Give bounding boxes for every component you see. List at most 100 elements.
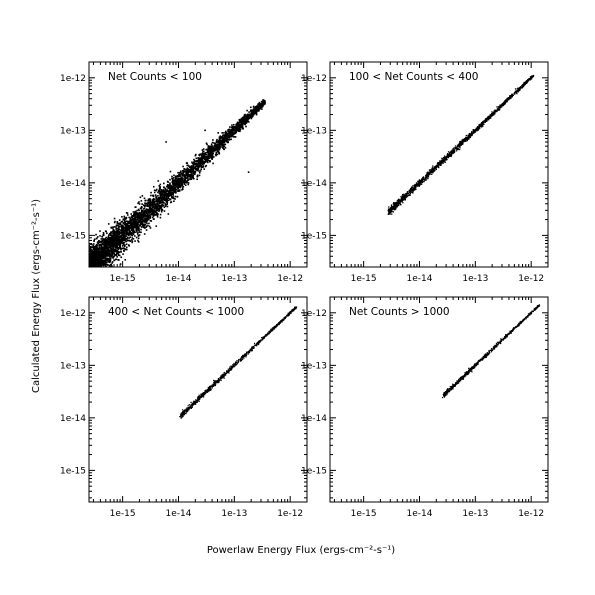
data-point: [182, 171, 184, 173]
data-point: [110, 242, 112, 245]
data-point: [200, 160, 202, 162]
data-point: [88, 268, 90, 270]
data-point: [86, 261, 88, 263]
data-point: [91, 268, 93, 270]
data-point: [92, 270, 94, 272]
data-point: [235, 123, 237, 126]
data-point: [125, 226, 127, 229]
data-point: [168, 187, 171, 189]
data-point: [168, 188, 171, 190]
data-point: [130, 239, 133, 241]
data-point: [137, 239, 139, 242]
data-point: [152, 209, 155, 212]
data-point: [183, 181, 186, 184]
data-point: [170, 188, 172, 191]
data-point: [250, 106, 252, 109]
data-point: [257, 103, 259, 106]
data-point: [159, 216, 162, 219]
data-point: [117, 226, 120, 229]
data-point: [118, 238, 120, 240]
data-point: [199, 170, 202, 172]
data-point: [86, 259, 88, 261]
data-point: [158, 202, 161, 204]
data-point: [223, 141, 226, 144]
data-point: [86, 261, 88, 263]
data-point: [153, 198, 155, 201]
data-point: [217, 150, 220, 153]
data-point: [142, 209, 144, 212]
data-point: [93, 274, 95, 276]
data-point: [133, 231, 136, 234]
data-point: [245, 118, 247, 121]
data-point: [425, 179, 428, 181]
data-point: [138, 225, 140, 228]
data-point: [156, 215, 159, 218]
data-point: [93, 268, 95, 270]
data-point: [154, 200, 156, 203]
data-point: [166, 184, 169, 186]
data-point: [115, 226, 117, 228]
data-point: [184, 177, 187, 179]
data-point: [103, 238, 106, 241]
data-point: [146, 210, 148, 213]
data-point: [96, 253, 98, 255]
data-point: [215, 146, 218, 148]
data-point: [127, 244, 130, 246]
data-point: [146, 219, 149, 221]
data-point: [172, 188, 175, 190]
data-point: [91, 261, 94, 264]
data-point: [112, 250, 114, 252]
data-point: [151, 198, 154, 201]
data-point: [153, 212, 155, 215]
data-point: [152, 194, 154, 197]
data-point: [86, 259, 88, 261]
data-point: [169, 186, 172, 188]
data-point: [506, 98, 509, 101]
data-point: [95, 255, 98, 258]
data-point: [113, 237, 115, 240]
data-point: [149, 198, 151, 200]
data-point: [132, 230, 134, 233]
data-point: [154, 204, 157, 207]
data-point: [105, 254, 108, 256]
data-point: [110, 226, 112, 229]
data-point: [192, 171, 195, 173]
data-point: [134, 217, 137, 219]
data-point: [409, 192, 412, 194]
data-point: [203, 155, 206, 158]
data-point: [104, 230, 107, 232]
data-point: [95, 262, 98, 265]
data-point: [160, 189, 163, 191]
data-point: [203, 152, 206, 155]
data-point: [232, 136, 235, 138]
data-point: [238, 129, 241, 131]
data-point: [245, 117, 248, 119]
data-point: [106, 253, 109, 256]
data-point: [178, 175, 181, 177]
data-point: [91, 269, 93, 271]
data-point: [214, 153, 217, 156]
data-point: [144, 205, 146, 208]
data-point: [126, 224, 129, 227]
data-point: [224, 139, 226, 142]
data-point: [91, 272, 93, 274]
data-point: [228, 139, 231, 141]
data-point: [157, 180, 160, 182]
data-point: [112, 251, 114, 254]
data-point: [104, 269, 106, 271]
data-point: [115, 248, 117, 251]
data-point: [162, 204, 164, 207]
data-point: [108, 260, 110, 263]
data-point: [202, 150, 204, 153]
data-point: [242, 121, 244, 124]
data-point: [183, 174, 185, 176]
data-point: [218, 143, 221, 145]
data-point: [141, 203, 143, 205]
data-point: [135, 231, 137, 233]
data-point: [164, 189, 167, 191]
data-point: [468, 138, 470, 140]
data-point: [262, 104, 265, 106]
data-point: [103, 271, 105, 273]
data-point: [156, 214, 159, 216]
data-point: [89, 268, 91, 270]
